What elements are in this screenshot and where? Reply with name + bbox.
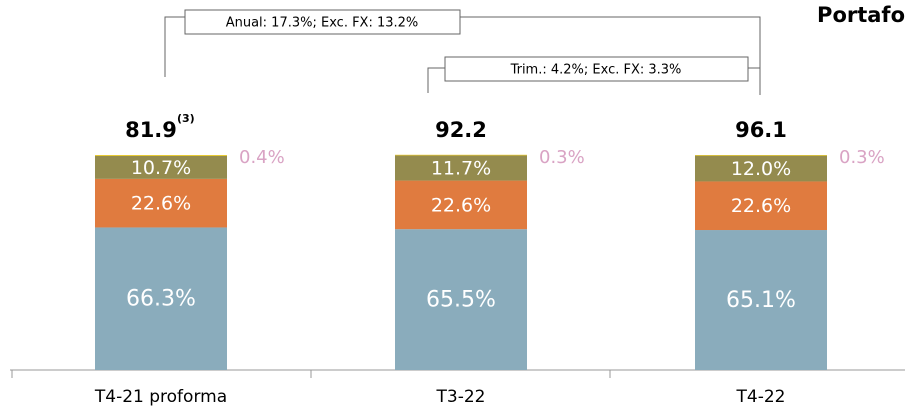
x-tick-label: T4-21 proforma	[94, 387, 227, 407]
brackets	[164, 9, 761, 95]
bar-segment	[695, 230, 827, 370]
bar-segment	[395, 229, 527, 370]
annotation-box	[184, 9, 461, 35]
bar-segment	[95, 178, 227, 228]
bracket	[460, 16, 761, 95]
value-label: 10.7%	[131, 157, 191, 179]
value-label: 22.6%	[431, 194, 491, 216]
bar-segment	[695, 181, 827, 231]
axis	[10, 369, 905, 378]
value-label: 65.5%	[426, 288, 496, 313]
bar-segment	[695, 155, 827, 182]
bar-segment	[395, 154, 527, 156]
chart-title: Portafo	[817, 3, 905, 27]
value-label: 0.3%	[539, 147, 585, 168]
value-label: 0.3%	[839, 147, 885, 168]
annotation-box	[444, 56, 749, 82]
bar-segment	[395, 180, 527, 230]
x-tick-label: T3-22	[436, 387, 486, 407]
value-label: 0.4%	[239, 147, 285, 168]
bar-segment	[95, 155, 227, 156]
x-tick-label: T4-22	[736, 387, 786, 407]
bar-segment	[95, 155, 227, 179]
value-label: 22.6%	[131, 193, 191, 215]
value-label: 11.7%	[431, 158, 491, 180]
value-label: 12.0%	[731, 158, 791, 180]
bar-segment	[395, 155, 527, 181]
total-label: 81.9	[125, 118, 177, 142]
value-label: 65.1%	[726, 288, 796, 313]
annotation: Trim.: 4.2%; Exc. FX: 3.3%	[510, 63, 682, 78]
bracket	[427, 67, 445, 93]
total-label: 92.2	[435, 118, 487, 142]
bracket	[164, 16, 185, 77]
annotation: Anual: 17.3%; Exc. FX: 13.2%	[226, 16, 419, 31]
total-note: (3)	[177, 112, 195, 125]
value-label: 66.3%	[126, 287, 196, 312]
bar-segment	[95, 227, 227, 370]
value-label: 22.6%	[731, 195, 791, 217]
total-label: 96.1	[735, 118, 787, 142]
bar-segment	[695, 155, 827, 156]
